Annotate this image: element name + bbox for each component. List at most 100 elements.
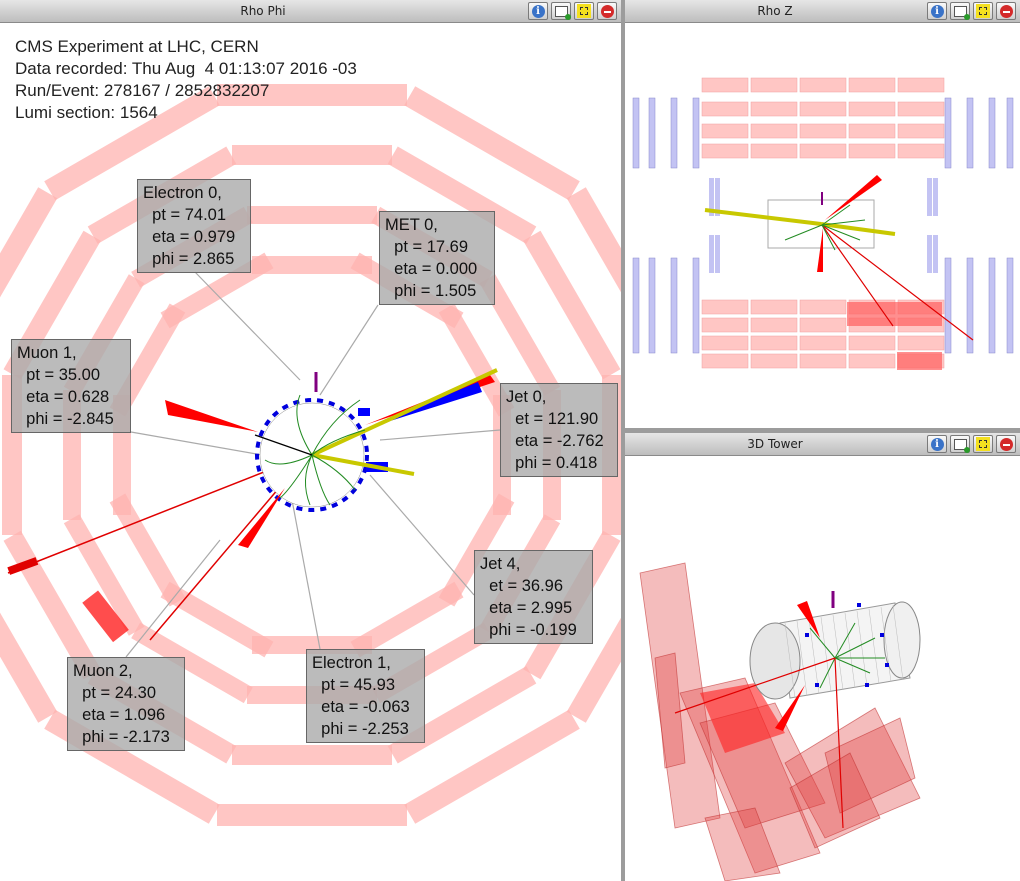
rhophi-maximize-button[interactable] bbox=[574, 2, 594, 20]
tower-view[interactable] bbox=[625, 433, 1020, 881]
muon-chamber bbox=[848, 123, 896, 139]
leader-line bbox=[291, 499, 321, 650]
muon-chamber bbox=[701, 353, 749, 369]
vertical-splitter[interactable] bbox=[621, 0, 625, 881]
label-electron-1: Electron 1, pt = 45.93 eta = -0.063 phi … bbox=[306, 649, 425, 743]
em-deposit bbox=[825, 175, 882, 220]
muon-chamber bbox=[750, 101, 798, 117]
endcap-chamber bbox=[709, 178, 714, 216]
tower-info-button[interactable]: i bbox=[927, 435, 947, 453]
rhoz-info-button[interactable]: i bbox=[927, 2, 947, 20]
leader-line bbox=[379, 429, 501, 441]
muon-chamber bbox=[799, 143, 847, 159]
muon-chamber bbox=[160, 581, 274, 658]
maximize-icon bbox=[976, 4, 990, 18]
rhoz-close-button[interactable] bbox=[996, 2, 1016, 20]
muon-chamber bbox=[750, 143, 798, 159]
track bbox=[279, 454, 313, 499]
leader-line bbox=[319, 304, 379, 396]
had-deposit bbox=[880, 633, 884, 637]
rhophi-info-button[interactable]: i bbox=[528, 2, 548, 20]
endcap-chamber bbox=[944, 97, 952, 169]
endcap-chamber bbox=[632, 257, 640, 354]
track bbox=[819, 657, 836, 689]
muon-chamber bbox=[131, 622, 253, 704]
rhoz-snapshot-button[interactable] bbox=[950, 2, 970, 20]
muon-hit bbox=[897, 352, 942, 370]
calo-tower bbox=[824, 717, 916, 814]
snapshot-icon bbox=[554, 5, 571, 20]
rhophi-titlebar: Rho Phi i bbox=[0, 0, 621, 23]
muon-chamber bbox=[404, 709, 580, 824]
endcap-chamber bbox=[1006, 97, 1014, 169]
rhophi-title: Rho Phi bbox=[240, 4, 286, 18]
mesh-line bbox=[880, 606, 892, 683]
muon-track bbox=[674, 657, 836, 714]
endcap-chamber bbox=[648, 257, 656, 354]
calo-tower bbox=[700, 683, 785, 753]
muon-chamber bbox=[750, 77, 798, 93]
endcap-chamber bbox=[966, 97, 974, 169]
tower-maximize-button[interactable] bbox=[973, 435, 993, 453]
jet-line bbox=[704, 208, 822, 226]
muon-chamber bbox=[701, 77, 749, 93]
em-deposit bbox=[775, 685, 805, 731]
track bbox=[784, 224, 823, 241]
horizontal-splitter[interactable] bbox=[625, 428, 1020, 433]
muon-chamber bbox=[750, 317, 798, 333]
mesh-line bbox=[796, 620, 808, 697]
rhoz-titlebar: Rho Z i bbox=[625, 0, 1020, 23]
rhoz-view[interactable] bbox=[625, 0, 1020, 428]
muon-chamber bbox=[232, 145, 392, 165]
muon-chamber bbox=[0, 187, 58, 363]
muon-chamber bbox=[479, 274, 561, 396]
rhophi-snapshot-button[interactable] bbox=[551, 2, 571, 20]
tower-close-button[interactable] bbox=[996, 435, 1016, 453]
track bbox=[809, 627, 836, 659]
endcap-chamber bbox=[670, 97, 678, 169]
muon-chamber bbox=[217, 804, 407, 826]
muon-chamber bbox=[750, 123, 798, 139]
muon-track bbox=[821, 224, 894, 327]
close-icon bbox=[999, 4, 1013, 18]
tower-titlebar: 3D Tower i bbox=[625, 433, 1020, 456]
muon-chamber bbox=[848, 335, 896, 351]
close-icon bbox=[999, 437, 1013, 451]
mesh-line bbox=[820, 616, 832, 693]
tower-snapshot-button[interactable] bbox=[950, 435, 970, 453]
jet-line bbox=[311, 453, 415, 476]
calo-tower bbox=[784, 707, 921, 839]
muon-chamber bbox=[63, 514, 145, 636]
had-deposit bbox=[857, 603, 861, 607]
muon-chamber bbox=[750, 335, 798, 351]
em-deposit bbox=[238, 488, 285, 548]
label-muon-2: Muon 2, pt = 24.30 eta = 1.096 phi = -2.… bbox=[67, 657, 185, 751]
track bbox=[821, 224, 836, 251]
info-icon: i bbox=[531, 4, 545, 18]
muon-chamber bbox=[701, 335, 749, 351]
rhophi-close-button[interactable] bbox=[597, 2, 617, 20]
tower-title: 3D Tower bbox=[747, 437, 803, 451]
muon-hit bbox=[7, 557, 39, 575]
muon-chamber bbox=[523, 230, 621, 380]
endcap-chamber bbox=[966, 257, 974, 354]
muon-chamber bbox=[109, 493, 186, 607]
mesh-line bbox=[868, 608, 880, 685]
muon-chamber bbox=[566, 187, 621, 363]
track bbox=[834, 637, 876, 659]
muon-chamber bbox=[799, 353, 847, 369]
calo-tower bbox=[654, 652, 686, 769]
maximize-icon bbox=[976, 437, 990, 451]
endcap-chamber bbox=[692, 257, 700, 354]
endcap-chamber bbox=[1006, 257, 1014, 354]
rhoz-maximize-button[interactable] bbox=[973, 2, 993, 20]
muon-chamber bbox=[404, 86, 580, 201]
event-info-line: Data recorded: Thu Aug 4 01:13:07 2016 -… bbox=[15, 59, 357, 78]
endcap-chamber bbox=[944, 257, 952, 354]
muon-chamber bbox=[217, 84, 407, 106]
muon-chamber bbox=[350, 581, 464, 658]
muon-chamber bbox=[701, 299, 749, 315]
muon-chamber bbox=[701, 143, 749, 159]
had-deposit bbox=[885, 663, 889, 667]
calo-ring bbox=[255, 398, 369, 512]
